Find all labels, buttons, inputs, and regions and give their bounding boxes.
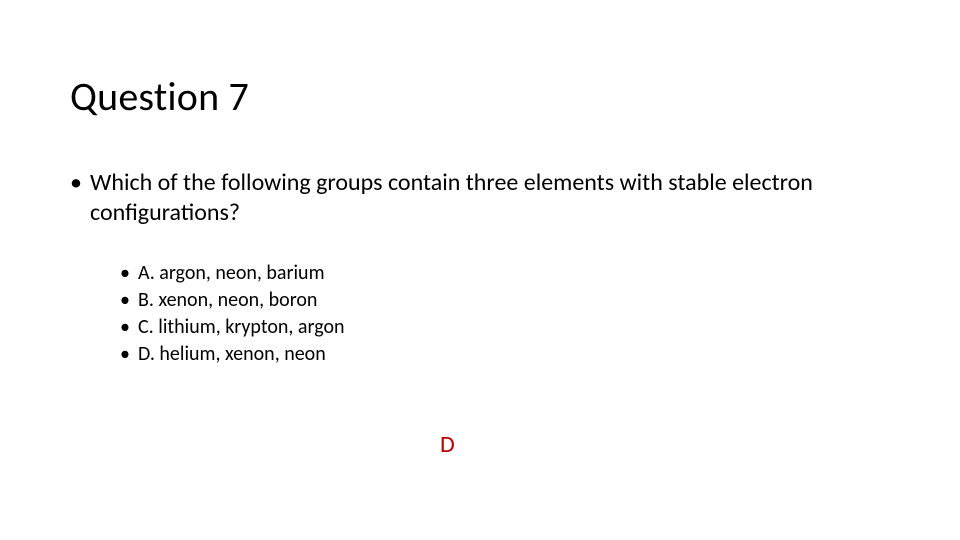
option-c: C. lithium, krypton, argon xyxy=(120,314,345,341)
answer-text: D xyxy=(440,430,455,459)
option-b: B. xenon, neon, boron xyxy=(120,287,345,314)
option-d: D. helium, xenon, neon xyxy=(120,341,345,368)
slide-title: Question 7 xyxy=(70,72,249,121)
slide: Question 7 Which of the following groups… xyxy=(0,0,960,540)
question-list: Which of the following groups contain th… xyxy=(70,168,890,228)
option-a: A. argon, neon, barium xyxy=(120,260,345,287)
options-list: A. argon, neon, barium B. xenon, neon, b… xyxy=(120,260,345,368)
question-text: Which of the following groups contain th… xyxy=(70,168,890,228)
